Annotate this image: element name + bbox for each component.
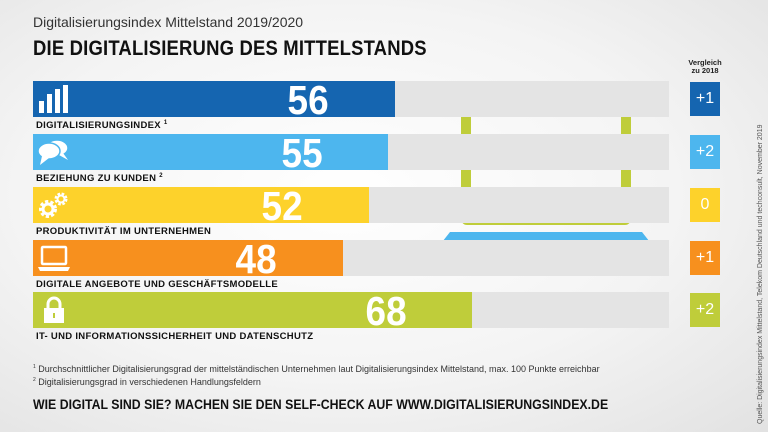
footnote-2: 2 Digitalisierungsgrad in verschiedenen …	[33, 377, 261, 387]
bar-track: 52	[33, 183, 669, 229]
gears-icon	[37, 191, 71, 219]
bar: 68	[33, 288, 473, 334]
comparison-badge: +1	[690, 82, 720, 116]
comparison-header: Vergleich zu 2018	[688, 58, 722, 75]
bar-track: 56	[33, 77, 669, 123]
source-note: Quelle: Digitalisierungsindex Mittelstan…	[757, 124, 764, 424]
comparison-badge: +2	[690, 135, 720, 169]
category-label: PRODUKTIVITÄT IM UNTERNEHMEN	[36, 226, 212, 238]
bar-value-label: 48	[236, 236, 278, 282]
category-label: DIGITALISIERUNGSINDEX 1	[36, 120, 168, 132]
bar: 55	[33, 130, 389, 176]
page-title: DIE DIGITALISIERUNG DES MITTELSTANDS	[33, 37, 427, 60]
footnote-1: 1 Durchschnittlicher Digitalisierungsgra…	[33, 364, 600, 374]
bar: 52	[33, 183, 369, 229]
comparison-badge: +1	[690, 241, 720, 275]
padlock-icon	[37, 296, 71, 324]
bar-value-label: 68	[365, 288, 407, 334]
bar: 48	[33, 236, 344, 282]
category-label: BEZIEHUNG ZU KUNDEN 2	[36, 173, 163, 185]
bar-track: 48	[33, 236, 669, 282]
comparison-badge: 0	[690, 188, 720, 222]
laptop-icon	[37, 244, 71, 272]
category-label: DIGITALE ANGEBOTE UND GESCHÄFTSMODELLE	[36, 279, 279, 291]
subtitle: Digitalisierungsindex Mittelstand 2019/2…	[33, 14, 304, 30]
bar-value-label: 55	[281, 130, 323, 176]
bar-track: 68	[33, 288, 669, 334]
bar-value-label: 56	[287, 77, 329, 123]
bar-value-label: 52	[261, 183, 303, 229]
speech-bubbles-icon	[37, 138, 71, 166]
bar-chart-icon	[37, 85, 71, 113]
call-to-action: WIE DIGITAL SIND SIE? MACHEN SIE DEN SEL…	[33, 396, 609, 412]
bar-track: 55	[33, 130, 669, 176]
category-label: IT- UND INFORMATIONSSICHERHEIT UND DATEN…	[36, 331, 314, 343]
comparison-badge: +2	[690, 293, 720, 327]
bar: 56	[33, 77, 395, 123]
